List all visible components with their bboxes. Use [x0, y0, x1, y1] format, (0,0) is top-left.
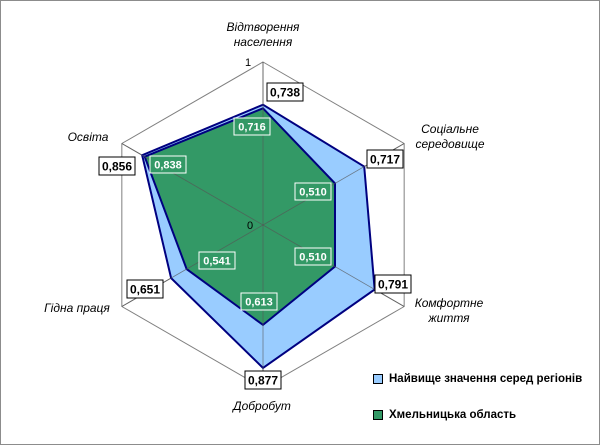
best-value-label-2: 0,791	[378, 278, 408, 292]
best-value-box-1	[366, 149, 404, 169]
region-value-box-2	[294, 247, 332, 266]
axis-label-4: Гідна праця	[44, 301, 110, 315]
axis-label-1: Соціальне середовище	[415, 122, 484, 151]
best-value-label-5: 0,856	[102, 160, 132, 174]
best-value-label-4: 0,651	[130, 283, 160, 297]
region-value-box-4	[198, 251, 236, 270]
region-value-box-1	[294, 182, 332, 201]
best-value-box-3	[244, 370, 282, 390]
legend-swatch-region	[373, 410, 383, 420]
best-value-label-1: 0,717	[370, 153, 400, 167]
scale-max-label: 1	[245, 57, 251, 69]
region-value-label-1: 0,510	[299, 187, 327, 199]
axis-label-0: Відтворення населення	[227, 20, 301, 49]
best-value-box-4	[126, 279, 164, 299]
legend-label-best: Найвище значення серед регіонів	[389, 373, 583, 385]
axis-spoke-overlay-5	[121, 143, 264, 226]
legend-label-region: Хмельницька область	[389, 409, 517, 421]
best-value-label-0: 0,738	[270, 86, 300, 100]
legend: Найвище значення серед регіонів Хмельниц…	[373, 371, 582, 443]
region-value-label-0: 0,716	[238, 122, 266, 134]
legend-item-best: Найвище значення серед регіонів	[373, 371, 582, 387]
best-value-box-5	[98, 156, 136, 176]
axis-label-5: Освіта	[68, 130, 109, 144]
region-value-label-3: 0,613	[245, 297, 273, 309]
region-value-label-5: 0,838	[154, 160, 182, 172]
legend-swatch-best	[373, 374, 383, 384]
scale-min-label: 0	[247, 220, 253, 232]
axis-label-3: Добробут	[231, 399, 291, 413]
best-value-box-0	[266, 82, 304, 102]
best-value-label-3: 0,877	[248, 374, 278, 388]
region-value-box-3	[240, 292, 278, 311]
legend-item-region: Хмельницька область	[373, 407, 582, 423]
best-value-box-2	[374, 274, 412, 294]
axis-label-2: Комфортне життя	[415, 296, 484, 325]
region-value-label-2: 0,510	[299, 252, 327, 264]
region-value-box-0	[233, 117, 271, 136]
region-value-label-4: 0,541	[203, 256, 231, 268]
region-value-box-5	[149, 155, 187, 174]
